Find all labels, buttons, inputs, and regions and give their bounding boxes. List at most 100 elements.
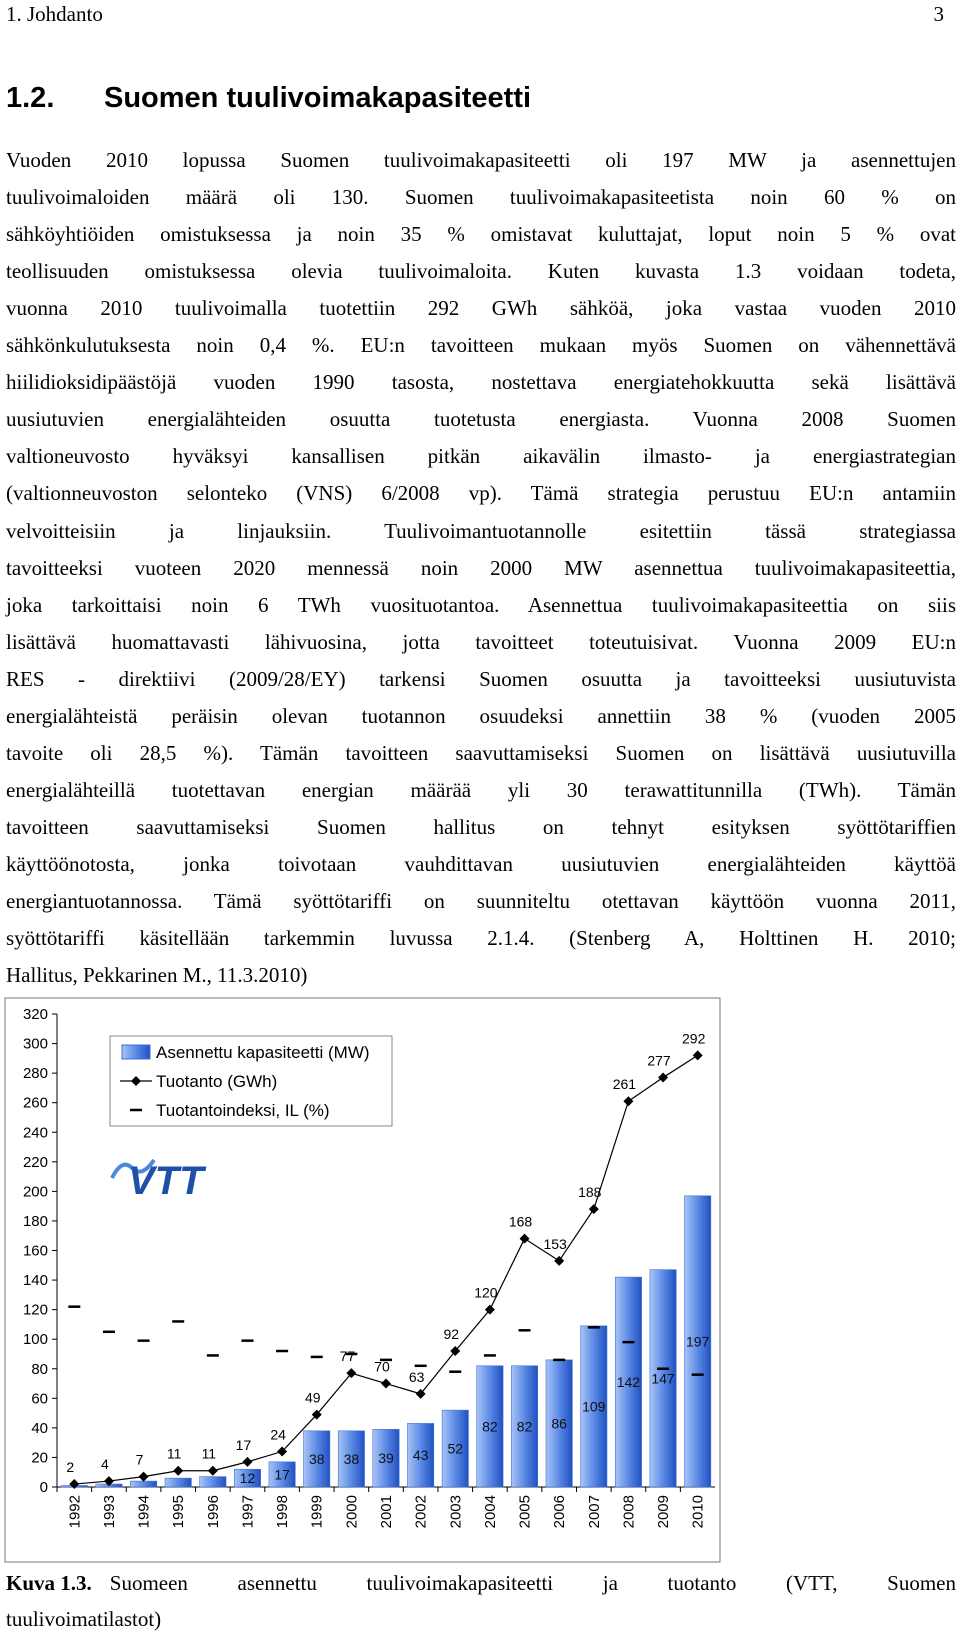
- text-line: velvoitteisiin ja linjauksiin. Tuulivoim…: [6, 518, 956, 543]
- y-tick-label: 260: [23, 1095, 48, 1112]
- text-line: RES - direktiivi (2009/28/EY) tarkensi S…: [6, 666, 956, 691]
- bar: [407, 1423, 435, 1488]
- x-tick-label: 2008: [620, 1495, 637, 1528]
- bar-label: 38: [344, 1451, 360, 1467]
- section-number: 1.2.: [6, 82, 55, 114]
- x-tick-label: 1992: [66, 1495, 83, 1528]
- y-tick-label: 60: [31, 1390, 48, 1407]
- bar-label: 82: [517, 1418, 533, 1434]
- caption-text: Suomeen asennettu tuulivoimakapasiteetti…: [109, 1571, 956, 1595]
- text-line: Vuoden 2010 lopussa Suomen tuulivoimakap…: [6, 148, 956, 172]
- logo: VTT: [128, 1159, 207, 1203]
- point-label: 92: [443, 1326, 459, 1342]
- legend-swatch: [121, 1044, 151, 1060]
- text-line: (valtionneuvoston selonteko (VNS) 6/2008…: [6, 481, 956, 506]
- legend-box: [109, 1035, 393, 1127]
- marker: [519, 1233, 530, 1244]
- text-line: sähköyhtiöiden omistuksessa ja noin 35 %…: [6, 222, 956, 247]
- point-label: 11: [167, 1446, 182, 1462]
- text-line: tavoitteeksi vuoteen 2020 mennessä noin …: [6, 555, 956, 580]
- bar-label: 39: [378, 1450, 394, 1466]
- marker: [138, 1471, 149, 1482]
- bar-label: 147: [651, 1370, 675, 1386]
- text-line: tuulivoimaloiden määrä oli 130. Suomen t…: [6, 185, 956, 210]
- marker: [173, 1465, 184, 1476]
- point-label: 63: [409, 1369, 425, 1385]
- point-label: 17: [236, 1437, 252, 1453]
- caption-line: Kuva 1.3. Suomeen asennettu tuulivoimaka…: [6, 1568, 956, 1598]
- bar-label: 12: [240, 1470, 256, 1486]
- caption-label: Kuva 1.3.: [6, 1571, 92, 1595]
- text-line: valtioneuvosto hyväksyi kansallisen pitk…: [6, 444, 956, 469]
- text-line: energialähteistä peräisin olevan tuotann…: [6, 703, 956, 728]
- y-tick-label: 220: [23, 1154, 48, 1171]
- section-title: Suomen tuulivoimakapasiteetti: [104, 82, 532, 114]
- marker: [484, 1304, 495, 1315]
- bar-label: 52: [447, 1441, 463, 1457]
- point-label: 4: [101, 1456, 109, 1472]
- text-line: energialähteillä tuotettavan energian mä…: [6, 777, 956, 802]
- point-label: 77: [340, 1348, 356, 1364]
- point-label: 261: [613, 1076, 637, 1092]
- x-tick-label: 2010: [690, 1495, 707, 1528]
- y-tick-label: 100: [23, 1331, 48, 1348]
- marker: [415, 1388, 426, 1399]
- marker: [103, 1476, 114, 1487]
- x-tick-label: 1999: [309, 1495, 326, 1528]
- bar-label: 43: [413, 1447, 429, 1463]
- x-tick-label: 1995: [170, 1495, 187, 1528]
- marker: [277, 1446, 288, 1457]
- bar: [199, 1476, 227, 1488]
- point-label: 2: [66, 1459, 74, 1475]
- legend-label: Asennettu kapasiteetti (MW): [156, 1043, 370, 1062]
- logo-wave: [110, 1158, 156, 1179]
- point-label: 188: [578, 1184, 602, 1200]
- text-line: vuonna 2010 tuulivoimalla tuotettiin 292…: [6, 296, 956, 321]
- x-tick-label: 2001: [378, 1495, 395, 1528]
- x-tick-label: 2002: [413, 1495, 430, 1528]
- legend-label: Tuotanto (GWh): [156, 1072, 277, 1091]
- point-label: 11: [202, 1446, 217, 1462]
- y-tick-label: 200: [23, 1183, 48, 1200]
- marker: [450, 1346, 461, 1357]
- text-line: käyttöönotosta, jonka toivotaan vauhditt…: [6, 851, 956, 876]
- x-tick-label: 1993: [101, 1495, 118, 1528]
- x-tick-label: 1994: [136, 1495, 153, 1528]
- bar-label: 142: [617, 1374, 641, 1390]
- point-label: 24: [270, 1427, 286, 1443]
- bar: [337, 1430, 365, 1488]
- text-line: energiantuotannossa. Tämä syöttötariffi …: [6, 889, 956, 913]
- marker: [381, 1378, 391, 1389]
- point-label: 49: [305, 1390, 321, 1406]
- running-header: 1. Johdanto: [6, 2, 103, 26]
- marker: [207, 1465, 218, 1476]
- x-tick-label: 1997: [239, 1495, 256, 1528]
- x-tick-label: 2006: [551, 1495, 568, 1528]
- x-tick-label: 2003: [447, 1495, 464, 1528]
- y-tick-label: 160: [23, 1243, 48, 1260]
- x-tick-label: 2005: [517, 1495, 534, 1528]
- marker: [623, 1096, 634, 1107]
- bar-label: 86: [551, 1415, 567, 1431]
- bar: [614, 1276, 642, 1488]
- text-line: tavoite oli 28,5 %). Tämän tavoitteen sa…: [6, 740, 956, 765]
- bar: [268, 1461, 296, 1488]
- point-label: 7: [136, 1452, 144, 1468]
- x-tick-label: 2000: [343, 1495, 360, 1528]
- legend-label: Tuotantoindeksi, IL (%): [156, 1101, 330, 1120]
- marker: [554, 1255, 565, 1266]
- x-tick-label: 1996: [205, 1495, 222, 1528]
- legend-swatch: [131, 1076, 141, 1086]
- text-line: teollisuuden omistuksessa olevia tuulivo…: [6, 259, 956, 284]
- page-number: 3: [933, 2, 945, 26]
- y-tick-label: 320: [23, 1006, 48, 1023]
- bar-label: 197: [686, 1333, 710, 1349]
- y-tick-label: 40: [31, 1420, 48, 1437]
- text-line: Hallitus, Pekkarinen M., 11.3.2010): [6, 963, 308, 988]
- bar-label: 109: [582, 1398, 606, 1414]
- bar: [441, 1409, 469, 1488]
- text-line: sähkönkulutuksesta noin 0,4 %. EU:n tavo…: [6, 333, 956, 358]
- y-tick-label: 0: [40, 1479, 48, 1496]
- bar-label: 38: [309, 1451, 325, 1467]
